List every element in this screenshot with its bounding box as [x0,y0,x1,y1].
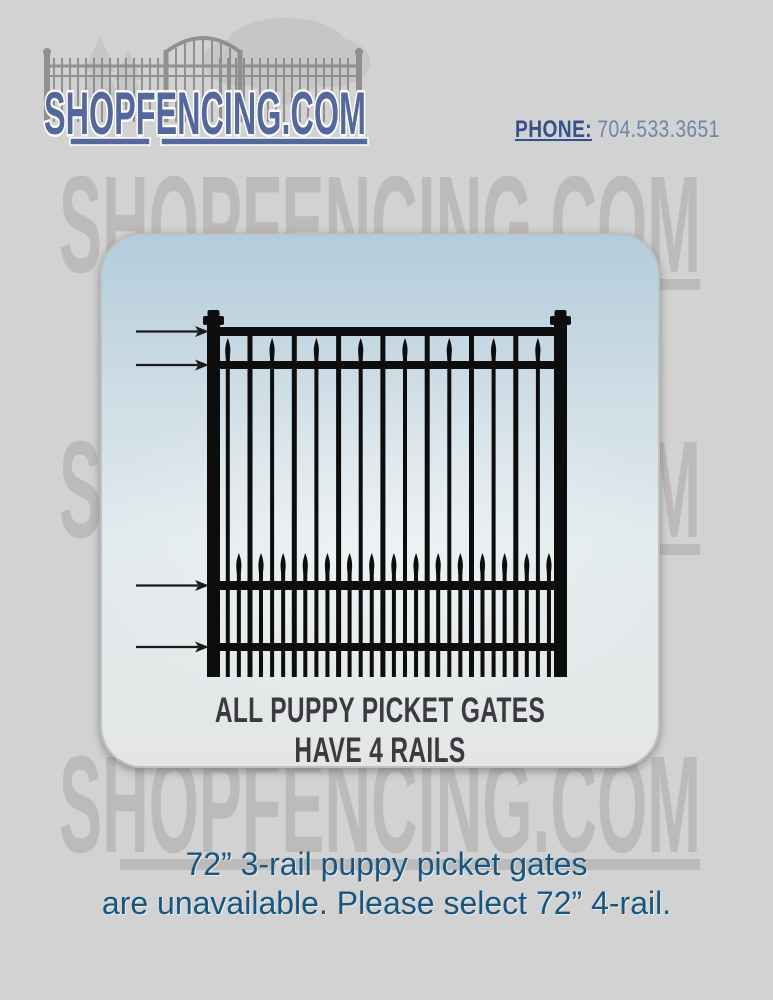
gate-picket-spear-top [225,338,231,359]
gate-puppy-picket [391,570,396,677]
gate-picket-main [336,327,342,677]
gate-puppy-picket-spear [391,553,397,574]
gate-puppy-picket-spear [479,553,486,574]
gate-picket-mid [403,355,407,677]
gate-puppy-picket [502,570,507,677]
background-watermark-3: SHOPFENCING.COM [58,752,702,874]
gate-caption: ALL PUPPY PICKET GATES HAVE 4 RAILS [214,691,546,770]
gate-picket-main [380,327,386,677]
phone-number: 704.533.3651 [597,116,720,143]
gate-picket-spear-top [358,338,364,359]
notice-line-2: are unavailable. Please select 72” 4-rai… [101,885,672,921]
rail-2-arrow-icon [136,359,209,371]
logo-underline-left [69,137,151,146]
gate-puppy-picket-spear [546,553,552,574]
gate-puppy-picket-spear [413,553,419,574]
gate-picket-spear-top [491,338,497,359]
rail-1-arrow-icon [136,326,209,337]
notice-line-1: 72” 3-rail puppy picket gates [185,846,588,882]
gate-rail-1 [207,327,567,336]
logo-underline-right [160,137,369,146]
gate-puppy-picket-spear [302,553,308,574]
logo-fence-icon [43,36,363,122]
gate-puppy-picket [281,570,286,677]
gate-picket-mid [491,355,496,677]
gate-picket-mid [314,355,319,677]
gate-picket-mid [535,355,540,677]
gate-puppy-picket-spear [369,553,375,574]
gate-puppy-picket-spear [502,553,508,574]
gate-picket-mid [270,355,275,677]
gate-info-card: ALL PUPPY PICKET GATES HAVE 4 RAILS [100,233,660,770]
phone-contact: PHONE: 704.533.3651 [515,116,720,144]
gate-puppy-picket [480,570,485,677]
gate-puppy-picket-spear [324,553,331,574]
gate-post-finial [554,310,567,317]
gate-picket-spear-top [535,338,541,359]
gate-puppy-picket-spear [347,553,353,574]
gate-rail-4 [207,643,567,651]
watermark-underline-right [296,859,700,870]
gate-puppy-picket-spear [435,553,441,574]
gate-puppy-picket [214,570,219,677]
gate-picket-main [469,327,474,677]
gate-picket-main [247,327,253,677]
gate-picket-spear-top [313,338,319,359]
gate-puppy-picket-spear [524,553,530,574]
gate-picket-mid [358,355,363,677]
gate-puppy-picket [458,570,463,677]
gate-picket-main [513,327,519,677]
watermark-underline-left [120,859,276,870]
puppy-picket-gate-illustration [136,310,571,677]
gate-puppy-picket-spear [214,553,220,574]
phone-label: PHONE: [515,116,593,143]
gate-rail-3 [207,581,567,590]
gate-puppy-picket [259,570,263,677]
gate-puppy-picket [436,570,441,677]
gate-picket-main [291,327,297,677]
gate-picket-spear-top [446,338,452,359]
gate-post-finial [207,310,220,317]
watermark-text: SHOPFENCING.COM [59,752,701,874]
gate-puppy-picket-spear [457,553,463,574]
gate-puppy-picket [546,570,551,677]
gate-picket-main [424,327,430,677]
gate-picket-spear-top [402,338,408,359]
rail-4-arrow-icon [136,641,209,653]
gate-post-right [554,320,567,677]
gate-puppy-picket-spear [280,553,286,574]
gate-puppy-picket [325,570,330,677]
availability-notice: 72” 3-rail puppy picket gates are unavai… [0,845,773,923]
gate-picket-spear-top [269,338,275,359]
shopfencing-logo: SHOPFENCING.COM SHOPFENCING.COM [38,10,378,155]
gate-puppy-picket [524,570,529,677]
gate-puppy-picket [236,570,241,677]
gate-puppy-picket [347,570,352,677]
gate-puppy-picket [369,570,374,677]
gate-puppy-picket-spear [258,553,264,574]
gate-puppy-picket-spear [236,553,242,574]
gate-rail-2 [207,361,567,369]
gate-picket-mid [447,355,452,677]
rail-3-arrow-icon [136,580,209,591]
logo-text: SHOPFENCING.COM [44,80,366,147]
gate-puppy-picket [414,570,419,677]
gate-puppy-picket [303,570,308,677]
gate-picket-mid [225,355,230,677]
